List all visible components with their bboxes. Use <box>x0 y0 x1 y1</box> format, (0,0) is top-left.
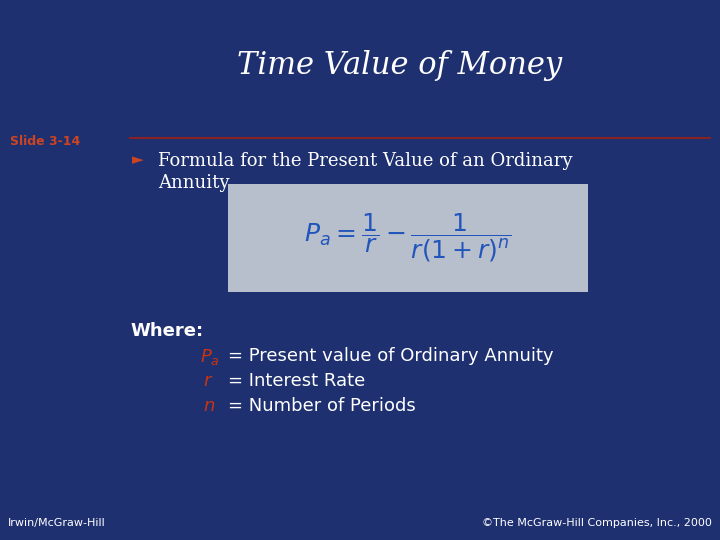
Text: $r$: $r$ <box>203 372 213 390</box>
Text: Formula for the Present Value of an Ordinary: Formula for the Present Value of an Ordi… <box>158 152 572 170</box>
Text: Annuity: Annuity <box>158 174 230 192</box>
FancyBboxPatch shape <box>228 184 588 292</box>
Text: = Interest Rate: = Interest Rate <box>228 372 365 390</box>
Text: Time Value of Money: Time Value of Money <box>238 50 562 81</box>
Text: Where:: Where: <box>130 322 203 340</box>
Text: $P_a$: $P_a$ <box>200 347 220 367</box>
Text: = Present value of Ordinary Annuity: = Present value of Ordinary Annuity <box>228 347 554 365</box>
Text: = Number of Periods: = Number of Periods <box>228 397 415 415</box>
Text: Irwin/McGraw-Hill: Irwin/McGraw-Hill <box>8 518 106 528</box>
Text: $n$: $n$ <box>203 397 215 415</box>
Text: ©The McGraw-Hill Companies, Inc., 2000: ©The McGraw-Hill Companies, Inc., 2000 <box>482 518 712 528</box>
Text: ►: ► <box>132 152 144 167</box>
Text: $P_a = \dfrac{1}{r} - \dfrac{1}{r(1+r)^n}$: $P_a = \dfrac{1}{r} - \dfrac{1}{r(1+r)^n… <box>304 212 512 264</box>
Text: Slide 3-14: Slide 3-14 <box>10 135 80 148</box>
